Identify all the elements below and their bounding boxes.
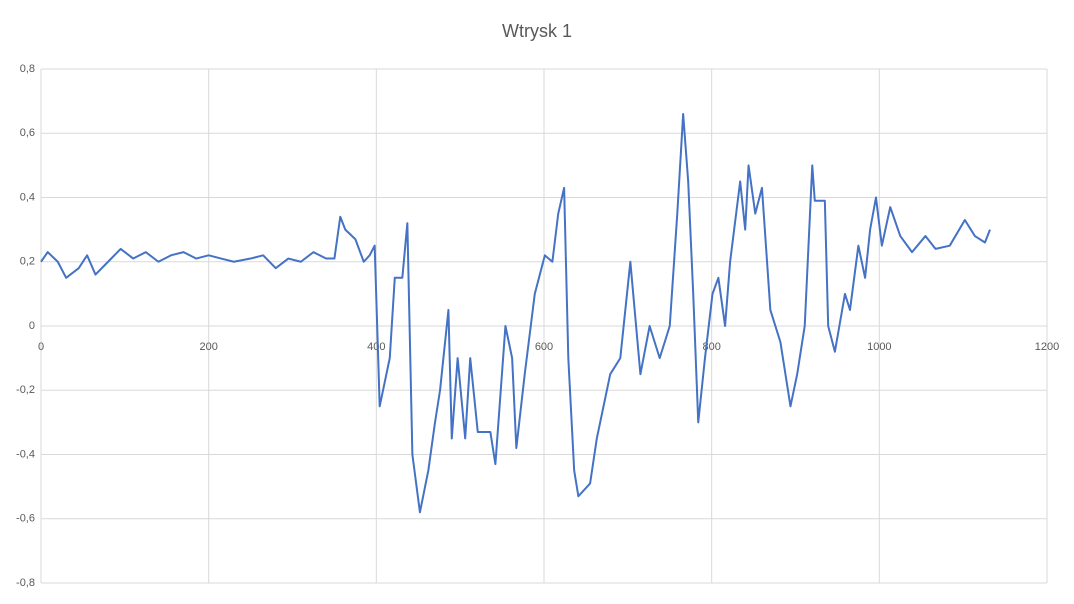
x-tick-label: 1200	[1035, 341, 1059, 353]
y-tick-label: 0	[29, 320, 35, 332]
x-tick-label: 600	[535, 341, 553, 353]
data-line	[40, 112, 991, 514]
x-tick-label: 0	[38, 341, 44, 353]
chart-title: Wtrysk 1	[502, 21, 572, 41]
y-tick-label: 0,8	[20, 63, 35, 75]
y-tick-label: -0,8	[16, 577, 35, 589]
x-tick-label: 1000	[867, 341, 891, 353]
y-tick-label: 0,2	[20, 256, 35, 268]
y-tick-label: -0,6	[16, 513, 35, 525]
y-tick-label: 0,4	[20, 191, 35, 203]
y-tick-label: -0,2	[16, 384, 35, 396]
x-tick-label: 200	[199, 341, 217, 353]
y-tick-label: 0,6	[20, 127, 35, 139]
y-tick-label: -0,4	[16, 448, 35, 460]
x-tick-label: 400	[367, 341, 385, 353]
